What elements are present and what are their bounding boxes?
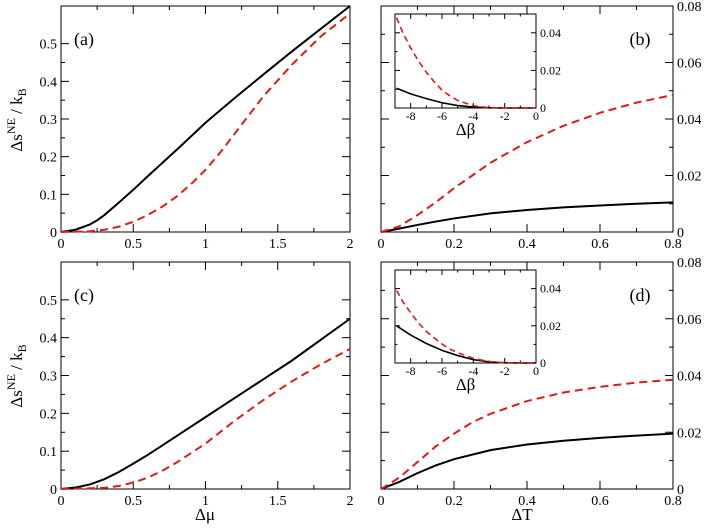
- x-tick-label: 0.6: [591, 237, 609, 252]
- inset-x-axis-label: Δβ: [456, 120, 476, 139]
- x-tick-label: 1: [202, 494, 209, 509]
- x-tick-label: -6: [437, 109, 447, 123]
- x-axis-label: ΔT: [511, 505, 533, 524]
- panel-b: 0 0.2 0.4 0.6 0.800.020.040.060.08(b)-8 -6 -4-…: [378, 0, 702, 252]
- y-tick-label: 0.1: [40, 188, 58, 203]
- series-line-dashed: [395, 290, 536, 364]
- series-line-dashed: [60, 348, 351, 490]
- plot-frame: [60, 261, 351, 490]
- x-tick-label: 0: [378, 237, 385, 252]
- y-tick-label: 0.2: [40, 407, 58, 422]
- y-tick-label: 0.08: [677, 0, 702, 15]
- x-tick-label: -4: [468, 109, 478, 123]
- series-line-solid: [60, 317, 351, 490]
- y-tick-label: 0: [540, 356, 546, 370]
- inset-x-axis-label: Δβ: [456, 375, 476, 394]
- x-tick-label: 0.5: [125, 494, 143, 509]
- y-tick-label: 0.04: [677, 113, 702, 128]
- x-tick-label: -8: [406, 364, 416, 378]
- ylabel-bottom: ΔsNE / kB: [4, 344, 29, 407]
- panel-c: 0 0.5 1 1.5 2 0 0.1 0.2 0.3 0.4 0.5 (c) Δμ: [40, 261, 354, 524]
- series-line-dashed: [60, 12, 351, 233]
- y-tick-label: 0.4: [40, 75, 58, 90]
- x-tick-label: 2: [347, 237, 354, 252]
- x-tick-label: 0.8: [664, 237, 682, 252]
- y-tick-label: 0.4: [40, 332, 58, 347]
- y-tick-label: 0: [540, 101, 546, 115]
- x-tick-label: 1.5: [269, 494, 287, 509]
- ylabel-top: ΔsNE / kB: [4, 88, 29, 151]
- svg-text:ΔsNE / kB: ΔsNE / kB: [4, 88, 29, 151]
- y-tick-label: 0.02: [540, 319, 561, 333]
- x-tick-label: -4: [468, 364, 478, 378]
- series-line-dashed: [380, 94, 674, 233]
- x-axis-label: Δμ: [195, 505, 215, 524]
- y-tick-label: 0.08: [677, 256, 702, 271]
- panel-label: (c): [74, 285, 94, 306]
- x-tick-label: 0.6: [591, 494, 609, 509]
- y-tick-label: 0.3: [40, 370, 58, 385]
- x-tick-label: 0: [533, 364, 539, 378]
- y-tick-label: 0.1: [40, 445, 58, 460]
- inset: -8 -6 -4 -2 00 0.02 0.04 Δβ: [394, 13, 561, 139]
- y-tick-label: 0.04: [540, 282, 561, 296]
- y-tick-label: 0: [50, 226, 57, 241]
- x-tick-label: 0: [533, 109, 539, 123]
- y-tick-label: 0.06: [677, 313, 702, 328]
- x-tick-label: 0.2: [445, 494, 463, 509]
- panel-label: (a): [74, 29, 94, 50]
- x-tick-label: 0.5: [125, 237, 143, 252]
- y-tick-label: 0.5: [40, 294, 58, 309]
- y-tick-label: 0.04: [540, 26, 561, 40]
- panel-label: (b): [630, 29, 651, 50]
- x-tick-label: 0.8: [664, 494, 682, 509]
- y-tick-label: 0.02: [540, 63, 561, 77]
- x-tick-label: 0.4: [518, 494, 536, 509]
- x-tick-label: -8: [406, 109, 416, 123]
- plot-frame: [394, 269, 537, 364]
- series-line-solid: [380, 432, 674, 490]
- plot-frame: [394, 13, 537, 109]
- y-tick-label: 0.3: [40, 113, 58, 128]
- inset: -8 -6 -4 -2 00 0.02 0.04 Δβ: [394, 269, 561, 394]
- x-tick-label: 1.5: [269, 237, 287, 252]
- y-tick-label: 0: [677, 483, 684, 498]
- y-tick-label: 0.06: [677, 57, 702, 72]
- series-line-solid: [60, 5, 351, 233]
- panel-d: 0 0.2 0.4 0.6 0.800.020.040.060.08(d)ΔT-8 -6-…: [378, 256, 702, 524]
- y-tick-label: 0.04: [677, 370, 702, 385]
- y-tick-label: 0.02: [677, 170, 702, 185]
- x-tick-label: -2: [500, 109, 510, 123]
- x-tick-label: 0.2: [445, 237, 463, 252]
- svg-text:ΔsNE / kB: ΔsNE / kB: [4, 344, 29, 407]
- x-tick-label: -6: [437, 364, 447, 378]
- y-tick-label: 0.2: [40, 151, 58, 166]
- series-line-solid: [380, 201, 674, 233]
- panel-label: (d): [630, 285, 651, 306]
- y-tick-label: 0: [677, 226, 684, 241]
- series-line-dashed: [380, 378, 674, 490]
- x-tick-label: -2: [500, 364, 510, 378]
- x-tick-label: 2: [347, 494, 354, 509]
- x-tick-label: 0: [58, 237, 65, 252]
- x-tick-label: 0: [378, 494, 385, 509]
- y-tick-label: 0.5: [40, 38, 58, 53]
- x-tick-label: 0.4: [518, 237, 536, 252]
- series-line-dashed: [395, 17, 536, 109]
- y-tick-label: 0: [50, 483, 57, 498]
- panel-a: 0 0.5 1 1.5 2 0 0.1 0.2 0.3 0.4 0.5 (a): [40, 5, 354, 252]
- x-tick-label: 1: [202, 237, 209, 252]
- y-tick-label: 0.02: [677, 426, 702, 441]
- x-tick-label: 0: [58, 494, 65, 509]
